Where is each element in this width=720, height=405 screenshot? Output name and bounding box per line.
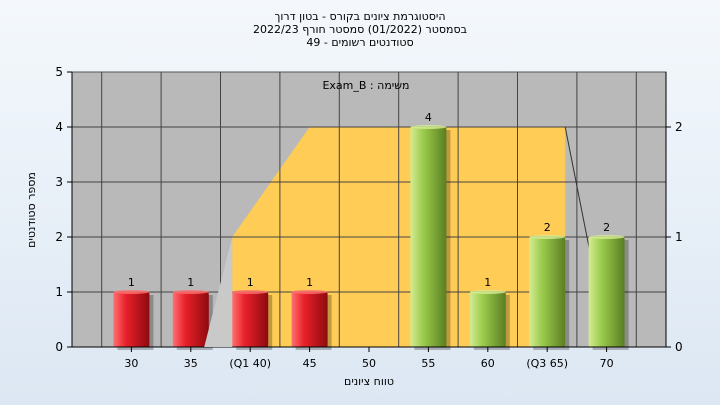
bar-cap <box>529 235 566 239</box>
data-label: 1 <box>484 276 491 289</box>
data-label: 1 <box>306 276 313 289</box>
bar-45 <box>291 292 328 347</box>
bar-cap <box>588 235 625 239</box>
y-tick-label: 2 <box>55 230 63 244</box>
y2-tick-label: 0 <box>675 340 683 354</box>
bar-cap <box>172 290 209 294</box>
data-label: 1 <box>187 276 194 289</box>
y-tick-label: 4 <box>55 120 63 134</box>
data-label: 2 <box>544 221 551 234</box>
y-tick-label: 1 <box>55 285 63 299</box>
bar-55 <box>410 127 447 347</box>
chart-title-line-1: היסטוגרמת ציונים בקורס - בטון דרוך <box>274 10 446 23</box>
bar-70 <box>588 237 625 347</box>
x-tick-label: 60 <box>481 357 495 370</box>
band-wedge <box>204 237 233 347</box>
x-tick-label: 55 <box>421 357 435 370</box>
x-tick-label: 70 <box>600 357 614 370</box>
bar-cap <box>291 290 328 294</box>
bar-cap <box>410 125 447 129</box>
bar-cap <box>113 290 150 294</box>
chart-title-line-2: בסמסטר (01/2022) סמסטר חורף 2022/23 <box>253 23 467 36</box>
y-tick-label: 3 <box>55 175 63 189</box>
x-tick-label: (Q1 40) <box>229 357 271 370</box>
bars-group: 1 1 1 1 4 1 2 2 <box>113 111 629 350</box>
x-tick-label: 50 <box>362 357 376 370</box>
y2-tick-label: 1 <box>675 230 683 244</box>
task-label: משימה : Exam_B <box>322 79 409 92</box>
data-label: 1 <box>128 276 135 289</box>
y-tick-label: 5 <box>55 65 63 79</box>
y2-tick-label: 2 <box>675 120 683 134</box>
chart-title-line-3: סטודנטים רשומים - 49 <box>306 36 414 49</box>
data-label: 2 <box>603 221 610 234</box>
data-label: 1 <box>247 276 254 289</box>
y-axis-title: מספר סטודנטים <box>25 172 38 248</box>
bar-35 <box>172 292 209 347</box>
bar-cap <box>232 290 269 294</box>
bar-cap <box>469 290 506 294</box>
x-tick-label: 30 <box>124 357 138 370</box>
x-tick-label: 45 <box>303 357 317 370</box>
x-tick-label: 35 <box>184 357 198 370</box>
bar-(Q3 65) <box>529 237 566 347</box>
y-tick-label: 0 <box>55 340 63 354</box>
data-label: 4 <box>425 111 432 124</box>
bar-60 <box>469 292 506 347</box>
bar-(Q1 40) <box>232 292 269 347</box>
x-axis-title: טווח ציונים <box>344 375 394 388</box>
bar-30 <box>113 292 150 347</box>
x-tick-label: (Q3 65) <box>526 357 568 370</box>
